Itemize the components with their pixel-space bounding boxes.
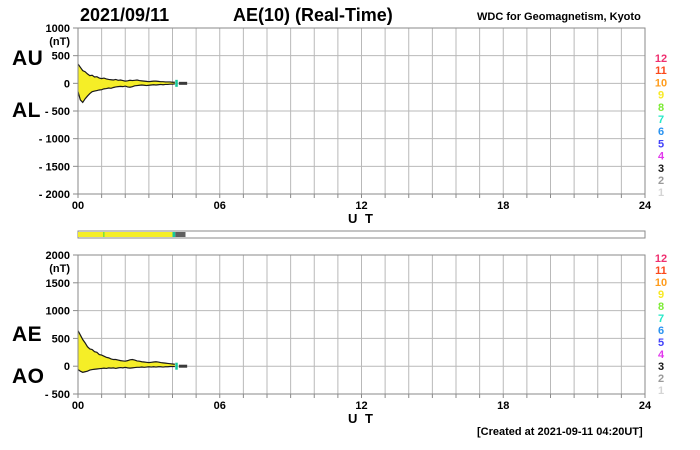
station-count-12: 12 [655,253,667,265]
index-label-al: AL [12,99,41,122]
y-axis-unit: (nT) [49,36,70,48]
x-tick-label: 18 [497,400,509,412]
x-axis-label: U T [348,211,375,226]
station-count-2: 2 [658,373,664,385]
y-tick-label: 0 [64,78,70,90]
x-tick-label: 18 [497,200,509,212]
x-tick-label: 00 [72,400,84,412]
data-band-fill [78,63,175,103]
status-bar-segment [172,232,176,237]
y-tick-label: 500 [52,333,70,345]
x-tick-label: 00 [72,200,84,212]
station-count-9: 9 [658,289,664,301]
status-bar-tick [103,232,105,237]
x-tick-label: 24 [639,200,652,212]
status-bar-segment [175,232,186,237]
y-tick-label: 1000 [46,23,70,35]
band-upper-outline [77,330,175,365]
status-bar-segment [78,232,173,237]
index-label-au: AU [12,47,44,70]
y-tick-label: 1500 [46,278,70,290]
station-count-11: 11 [655,65,667,77]
station-count-8: 8 [658,102,664,114]
station-count-5: 5 [658,138,664,150]
x-tick-label: 06 [214,400,226,412]
y-tick-label: - 500 [45,106,70,118]
y-tick-label: 0 [64,361,70,373]
data-band-fill [78,330,175,373]
y-tick-label: 500 [52,51,70,63]
station-count-1: 1 [658,385,664,397]
station-count-4: 4 [658,151,665,163]
x-tick-label: 12 [355,400,367,412]
station-count-7: 7 [658,114,664,126]
y-tick-label: - 1000 [39,134,70,146]
y-tick-label: - 500 [45,389,70,401]
chart-date: 2021/09/11 [80,5,170,25]
station-count-9: 9 [658,90,664,102]
station-count-3: 3 [658,361,664,373]
y-tick-label: 1000 [46,306,70,318]
x-axis-label: U T [348,411,375,426]
station-count-6: 6 [658,126,664,138]
chart-title: AE(10) (Real-Time) [233,5,393,25]
y-tick-label: 2000 [46,250,70,262]
station-count-10: 10 [655,277,667,289]
y-tick-label: - 1500 [39,161,70,173]
station-count-4: 4 [658,349,665,361]
station-count-1: 1 [658,187,664,199]
station-count-6: 6 [658,325,664,337]
station-count-10: 10 [655,77,667,89]
station-count-11: 11 [655,265,667,277]
data-source-label: WDC for Geomagnetism, Kyoto [477,11,641,23]
y-tick-label: - 2000 [39,189,70,201]
x-tick-label: 12 [355,200,367,212]
x-tick-label: 06 [214,200,226,212]
created-timestamp: [Created at 2021-09-11 04:20UT] [477,426,643,438]
station-count-2: 2 [658,175,664,187]
index-label-ao: AO [12,365,45,388]
band-lower-outline [77,83,175,104]
station-count-12: 12 [655,53,667,65]
index-label-ae: AE [12,323,43,346]
x-tick-label: 24 [639,400,652,412]
band-lower-outline [77,365,175,373]
station-count-7: 7 [658,313,664,325]
station-count-5: 5 [658,337,664,349]
y-axis-unit: (nT) [49,263,70,275]
station-count-3: 3 [658,163,664,175]
band-upper-outline [77,63,175,83]
station-count-8: 8 [658,301,664,313]
